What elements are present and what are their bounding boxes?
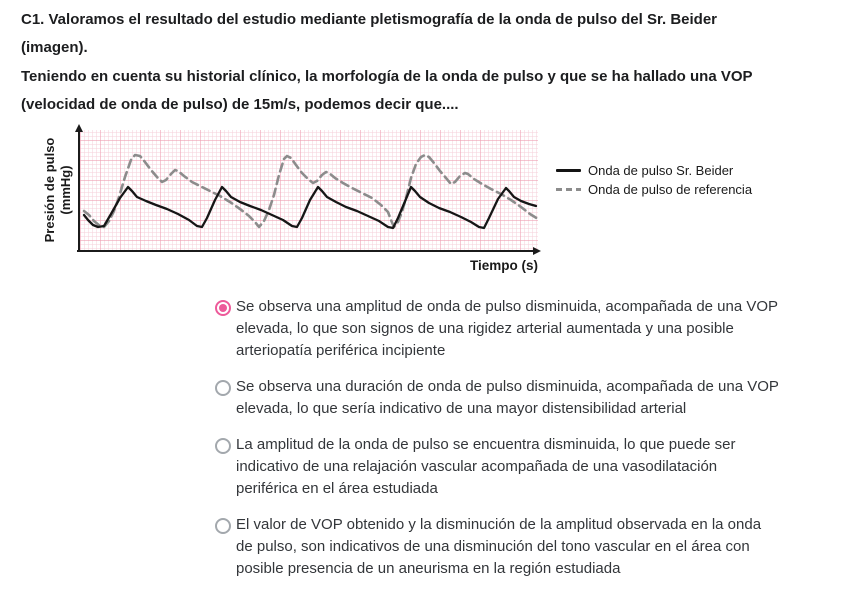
legend-label: Onda de pulso de referencia (588, 182, 753, 197)
pulse-wave-chart (75, 124, 541, 255)
legend-line-dashed-icon (556, 188, 581, 191)
answer-option-4[interactable]: El valor de VOP obtenido y la disminució… (215, 514, 790, 580)
answer-option-3[interactable]: La amplitud de la onda de pulso se encue… (215, 434, 790, 500)
option-label: Se observa una duración de onda de pulso… (236, 378, 779, 417)
question-intro: Teniendo en cuenta su historial clínico,… (21, 68, 753, 113)
x-axis-label: Tiempo (s) (469, 258, 538, 273)
x-axis-arrow-icon (533, 247, 541, 255)
axes (77, 130, 535, 252)
y-axis-arrow-icon (75, 124, 83, 132)
radio-button[interactable] (215, 518, 231, 534)
answer-option-2[interactable]: Se observa una duración de onda de pulso… (215, 376, 790, 420)
option-label: La amplitud de la onda de pulso se encue… (236, 436, 736, 497)
legend-item-reference: Onda de pulso de referencia (556, 180, 752, 199)
option-label: El valor de VOP obtenido y la disminució… (236, 516, 762, 577)
legend-label: Onda de pulso Sr. Beider (588, 163, 734, 178)
radio-button[interactable] (215, 438, 231, 454)
radio-button[interactable] (215, 300, 231, 316)
answer-options-list: Se observa una amplitud de onda de pulso… (215, 296, 790, 580)
legend-item-patient: Onda de pulso Sr. Beider (556, 161, 752, 180)
question-title: C1. Valoramos el resultado del estudio m… (21, 11, 718, 56)
patient-wave-line (82, 185, 538, 230)
chart-legend: Onda de pulso Sr. Beider Onda de pulso d… (556, 161, 752, 199)
legend-line-solid-icon (556, 169, 581, 172)
grid-paper (80, 130, 538, 251)
reference-wave-line (82, 153, 540, 229)
answer-option-1[interactable]: Se observa una amplitud de onda de pulso… (215, 296, 790, 362)
radio-button[interactable] (215, 380, 231, 396)
option-label: Se observa una amplitud de onda de pulso… (236, 298, 779, 359)
